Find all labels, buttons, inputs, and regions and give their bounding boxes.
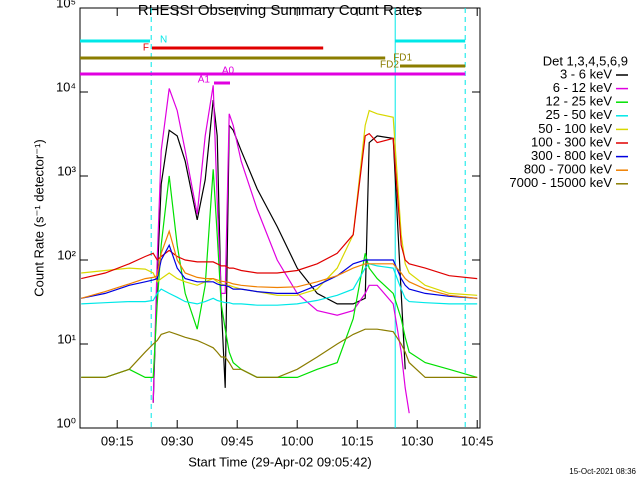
y-tick-label: 10³ <box>57 163 76 178</box>
legend-label: 3 - 6 keV <box>560 66 612 81</box>
x-tick-label: 10:45 <box>461 433 494 448</box>
legend-label: 300 - 800 keV <box>531 148 612 163</box>
series-line <box>81 109 478 296</box>
x-axis-label: Start Time (29-Apr-02 09:05:42) <box>188 454 372 469</box>
interval-label: A1 <box>198 75 211 86</box>
series-line <box>81 243 478 299</box>
legend-title: Det 1,3,4,5,6,9 <box>543 53 628 68</box>
legend-label: 25 - 50 keV <box>546 107 613 122</box>
x-tick-label: 09:15 <box>101 433 134 448</box>
plot-area <box>81 8 478 428</box>
x-tick-label: 10:30 <box>401 433 434 448</box>
chart-title: RHESSI Observing Summary Count Rates <box>138 2 422 19</box>
legend-label: 6 - 12 keV <box>553 80 613 95</box>
interval-label: FD2 <box>380 60 399 71</box>
y-tick-label: 10⁴ <box>56 79 76 94</box>
legend-label: 800 - 7000 keV <box>524 162 613 177</box>
interval-label: FD1 <box>393 53 412 64</box>
y-tick-label: 10¹ <box>57 331 76 346</box>
footer: 15-Oct-2021 08:36 <box>569 467 636 476</box>
series-line <box>81 132 478 280</box>
legend-label: 12 - 25 keV <box>546 94 613 109</box>
x-tick-label: 09:30 <box>161 433 194 448</box>
y-tick-label: 10² <box>57 247 76 262</box>
series-line <box>81 229 478 299</box>
series-line <box>152 100 406 403</box>
legend-label: 50 - 100 keV <box>538 121 612 136</box>
x-tick-label: 10:15 <box>341 433 374 448</box>
x-tick-label: 09:45 <box>221 433 254 448</box>
legend-label: 100 - 300 keV <box>531 134 612 149</box>
interval-label: F <box>143 43 149 54</box>
y-axis-label: Count Rate (s⁻¹ detector⁻¹) <box>31 139 46 297</box>
interval-label: A0 <box>222 66 235 77</box>
x-tick-label: 10:00 <box>281 433 314 448</box>
series-line <box>152 85 410 414</box>
series-line <box>81 263 478 306</box>
interval-label: N <box>160 35 167 46</box>
legend-label: 7000 - 15000 keV <box>509 175 612 190</box>
y-tick-label: 10⁰ <box>56 415 76 430</box>
plot-frame <box>79 7 481 429</box>
series-line <box>81 328 478 378</box>
y-tick-label: 10⁵ <box>56 0 76 10</box>
